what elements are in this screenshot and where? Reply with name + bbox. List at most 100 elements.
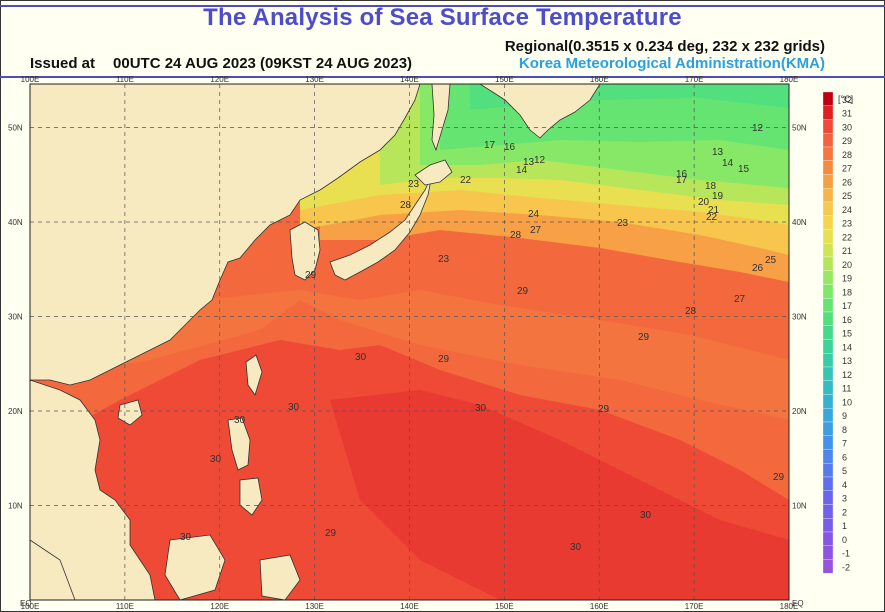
- contour-label: 30: [355, 352, 367, 363]
- colorbar-tick-label: 31: [842, 109, 852, 119]
- band-29: [30, 290, 789, 420]
- contour-label: 29: [325, 528, 337, 539]
- figure-title: The Analysis of Sea Surface Temperature: [203, 4, 682, 31]
- lon-label-bottom: 120E: [210, 602, 229, 611]
- contour-label: 22: [460, 175, 472, 186]
- issued-label: Issued at: [30, 55, 96, 72]
- colorbar-swatch: [822, 518, 834, 533]
- agency-name: Korea Meteorological Administration(KMA): [518, 55, 825, 72]
- contour-label: 13: [523, 157, 535, 168]
- lon-label-bottom: 100E: [21, 602, 40, 611]
- colorbar-swatch: [822, 325, 834, 340]
- lon-label-bottom: 160E: [590, 602, 609, 611]
- longitude-labels-bottom: 100E 110E 120E 130E 140E 150E 160E 170E 180E: [21, 602, 799, 611]
- lon-label-bottom: 110E: [116, 602, 134, 611]
- colorbar-swatch: [822, 394, 834, 409]
- colorbar-tick-label: 20: [842, 260, 852, 270]
- contour-label: 28: [400, 200, 412, 211]
- contour-label: 21: [708, 205, 720, 216]
- colorbar-tick-label: 25: [842, 191, 852, 201]
- lat-label-right: 10N: [792, 502, 807, 511]
- colorbar-tick-label: 8: [842, 425, 847, 435]
- colorbar-swatch: [822, 229, 834, 244]
- colorbar-tick-label: 21: [842, 246, 852, 256]
- lon-label-top: 130E: [305, 75, 324, 84]
- colorbar-swatch: [822, 353, 834, 368]
- colorbar-tick-label: 30: [842, 122, 852, 132]
- contour-label: 30: [234, 415, 246, 426]
- colorbar-tick-label: 26: [842, 177, 852, 187]
- lat-label-right: 50N: [792, 124, 807, 133]
- colorbar-tick-label: -2: [842, 562, 850, 572]
- colorbar-tick-label: 2: [842, 507, 847, 517]
- lat-label-left: EQ: [20, 599, 32, 608]
- contour-label: 29: [598, 404, 610, 415]
- colorbar-swatch: [822, 408, 834, 423]
- colorbar-swatch: [822, 201, 834, 216]
- colorbar-swatch: [822, 270, 834, 285]
- contour-label: 13: [712, 147, 724, 158]
- lat-label-right: 30N: [792, 313, 807, 322]
- contour-label: 30: [640, 510, 652, 521]
- colorbar-tick-label: 23: [842, 219, 852, 229]
- colorbar-tick-label: 6: [842, 452, 847, 462]
- colorbar-tick-label: 7: [842, 439, 847, 449]
- colorbar-swatch: [822, 256, 834, 271]
- colorbar-swatch: [822, 545, 834, 560]
- taiwan: [245, 354, 263, 396]
- colorbar-tick-label: -1: [842, 549, 850, 559]
- lat-label-right: 20N: [792, 407, 807, 416]
- lon-label-top: 150E: [495, 75, 514, 84]
- colorbar-tick-label: 22: [842, 232, 852, 242]
- sakhalin: [431, 83, 451, 152]
- colorbar-tick-label: 12: [842, 370, 852, 380]
- colorbar-swatch: [822, 284, 834, 299]
- colorbar-tick-label: 27: [842, 164, 852, 174]
- lat-label-left: 30N: [8, 313, 23, 322]
- colorbar-swatch: [822, 504, 834, 519]
- colorbar-tick-label: 4: [842, 480, 847, 490]
- colorbar-tick-label: 17: [842, 301, 852, 311]
- title-rule-bottom: [0, 76, 885, 78]
- colorbar-tick-label: 9: [842, 411, 847, 421]
- contour-label: 17: [484, 140, 496, 151]
- colorbar-swatch: [822, 133, 834, 148]
- colorbar-tick-label: 14: [842, 342, 852, 352]
- colorbar-swatch: [822, 174, 834, 189]
- colorbar-swatch: [822, 311, 834, 326]
- lon-label-bottom: 140E: [400, 602, 419, 611]
- lon-label-bottom: 130E: [305, 602, 324, 611]
- lon-label-top: 170E: [685, 75, 704, 84]
- contour-labels: 1213141516171819202122232425262728292929…: [180, 123, 785, 553]
- contour-label: 14: [516, 165, 528, 176]
- issued-time: 00UTC 24 AUG 2023 (09KST 24 AUG 2023): [113, 55, 413, 72]
- contour-label: 29: [438, 354, 450, 365]
- contour-label: 23: [438, 254, 450, 265]
- contour-label: 17: [676, 175, 688, 186]
- colorbar-tick-label: 29: [842, 136, 852, 146]
- colorbar-swatch: [822, 380, 834, 395]
- colorbar-swatch: [822, 366, 834, 381]
- colorbar-tick-label: 32: [842, 95, 852, 105]
- korea-peninsula: [289, 221, 321, 281]
- title-rule-top: [0, 5, 885, 7]
- colorbar-swatch: [822, 91, 834, 106]
- colorbar-tick-label: 19: [842, 274, 852, 284]
- lat-label-left: 10N: [8, 502, 23, 511]
- contour-label: 22: [706, 212, 718, 223]
- contour-label: 30: [210, 454, 222, 465]
- luzon: [227, 417, 251, 471]
- contour-label: 14: [722, 158, 734, 169]
- contour-label: 30: [288, 402, 300, 413]
- lon-label-top: 100E: [21, 75, 40, 84]
- colorbar-swatch: [822, 531, 834, 546]
- lon-label-top: 160E: [590, 75, 609, 84]
- colorbar-swatch: [822, 160, 834, 175]
- contour-label: 26: [752, 263, 764, 274]
- colorbar-swatch: [822, 463, 834, 478]
- contour-label: 28: [510, 230, 522, 241]
- borneo: [164, 534, 226, 601]
- land: [29, 83, 601, 601]
- lon-label-top: 120E: [210, 75, 229, 84]
- contour-label: 29: [517, 286, 529, 297]
